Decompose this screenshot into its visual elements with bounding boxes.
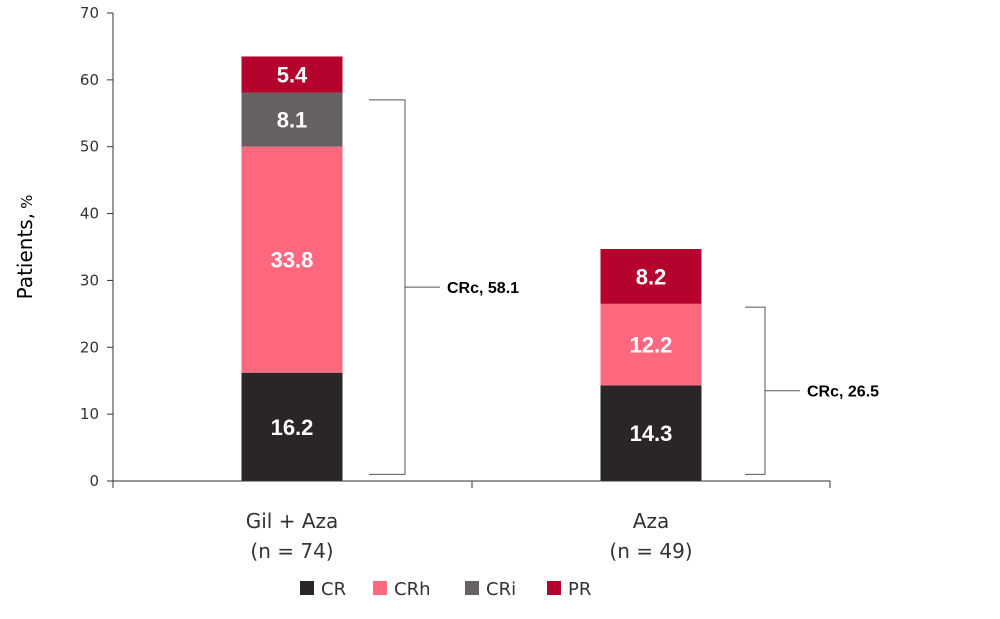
bar-value-label: 14.3 xyxy=(630,421,673,446)
bar-value-label: 8.1 xyxy=(277,108,308,133)
y-tick-label: 50 xyxy=(80,138,99,156)
bar-value-label: 12.2 xyxy=(630,333,673,358)
crc-label: CRc, 26.5 xyxy=(807,384,879,401)
legend-swatch-cri xyxy=(465,581,479,595)
y-tick-label: 10 xyxy=(80,405,99,423)
crc-label: CRc, 58.1 xyxy=(447,280,519,297)
x-axis: Gil + Aza (n = 74) Aza (n = 49) xyxy=(112,480,831,563)
legend-label-crh: CRh xyxy=(394,579,430,600)
bar-value-label: 5.4 xyxy=(277,63,308,88)
legend-label-pr: PR xyxy=(568,579,591,600)
bar-segment-crh xyxy=(600,303,702,386)
y-tick-label: 70 xyxy=(80,4,99,22)
crc-bracket xyxy=(745,306,766,475)
bar-segment-pr xyxy=(600,249,702,304)
y-axis-title-unit: % xyxy=(18,195,36,209)
y-tick-label: 60 xyxy=(80,71,99,89)
legend-swatch-cr xyxy=(300,581,314,595)
y-axis-title-group: Patients,% xyxy=(13,195,37,300)
bar-segment-pr xyxy=(241,56,343,93)
y-axis-title-text: Patients, xyxy=(13,213,37,299)
bar-value-label: 16.2 xyxy=(271,415,314,440)
legend-swatch-crh xyxy=(373,581,387,595)
y-tick-label: 30 xyxy=(80,271,99,289)
y-axis-title: Patients,% xyxy=(13,195,37,300)
crc-bracket xyxy=(369,99,406,475)
bar-value-label: 33.8 xyxy=(271,248,314,273)
crc-annotations: CRc, 58.1 CRc, 26.5 xyxy=(369,99,879,475)
bar-segment-cr xyxy=(241,372,343,481)
x-category-sublabel: (n = 74) xyxy=(250,539,333,563)
bar-segment-cri xyxy=(241,92,343,147)
legend-swatch-pr xyxy=(547,581,561,595)
y-tick-label: 0 xyxy=(89,472,99,490)
y-tick-label: 20 xyxy=(80,338,99,356)
x-category-sublabel: (n = 49) xyxy=(609,539,692,563)
x-category-label: Aza xyxy=(633,509,669,533)
y-axis: 0 10 20 30 40 50 60 70 xyxy=(80,4,114,490)
legend: CR CRh CRi PR xyxy=(300,579,591,600)
x-category-label: Gil + Aza xyxy=(246,509,339,533)
bar-value-label: 8.2 xyxy=(636,264,667,289)
bar-segment-crh xyxy=(241,146,343,373)
bars: 16.2 33.8 8.1 5.4 14.3 12.2 8.2 xyxy=(241,56,702,481)
bar-segment-cr xyxy=(600,385,702,481)
y-tick-label: 40 xyxy=(80,205,99,223)
legend-label-cri: CRi xyxy=(486,579,516,600)
legend-label-cr: CR xyxy=(321,579,346,600)
